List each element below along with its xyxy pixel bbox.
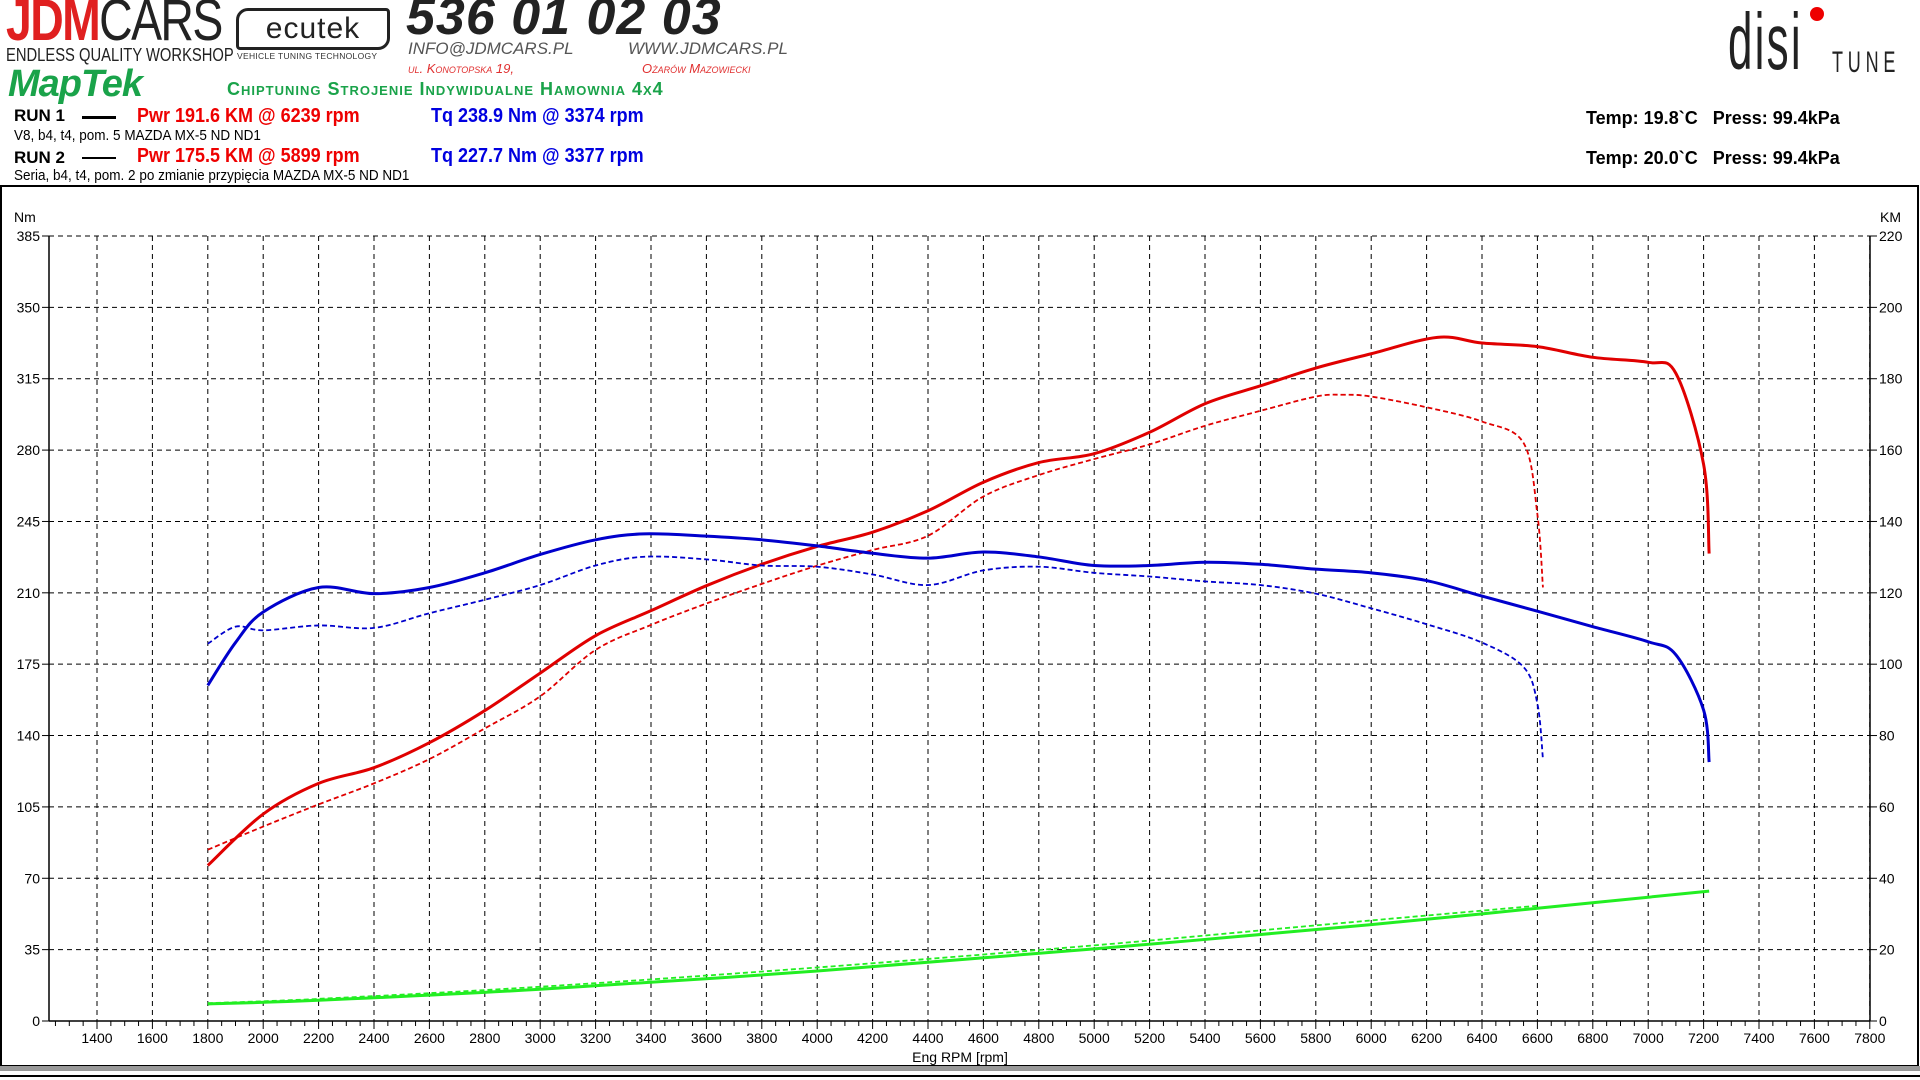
x-tick-label: 7400 [1743,1030,1774,1046]
x-tick-label: 5600 [1245,1030,1276,1046]
x-tick-label: 7800 [1854,1030,1885,1046]
run1-power-peak: Pwr 191.6 KM @ 6239 rpm [137,105,360,127]
y-left-tick-label: 385 [17,228,41,244]
x-tick-label: 3400 [635,1030,666,1046]
y-left-tick-label: 315 [17,371,41,387]
slogan: Chiptuning Strojenie Indywidualne Hamown… [227,79,664,99]
x-tick-label: 1400 [81,1030,112,1046]
email: INFO@JDMCARS.PL [408,39,574,58]
x-tick-label: 2600 [414,1030,445,1046]
y-left-tick-label: 210 [17,585,41,601]
run2-description: Seria, b4, t4, pom. 2 po zmianie przypię… [14,167,410,184]
run1-conditions: Temp: 19.8`C Press: 99.4kPa [1586,108,1840,128]
run2-conditions: Temp: 20.0`C Press: 99.4kPa [1586,148,1840,168]
maptek-logo: MapTek [8,63,143,105]
y-right-tick-label: 100 [1879,656,1903,672]
run2-legend-line [82,157,116,159]
y-right-tick-label: 20 [1879,942,1895,958]
x-tick-label: 2000 [248,1030,279,1046]
ecutek-logo: ecutek [236,8,390,50]
y-left-tick-label: 105 [17,799,41,815]
y-left-tick-label: 35 [24,942,40,958]
run2-power-peak: Pwr 175.5 KM @ 5899 rpm [137,145,360,167]
city: Ożarów Mazowiecki [642,61,751,76]
x-tick-label: 6600 [1522,1030,1553,1046]
y-right-tick-label: 40 [1879,870,1895,886]
run1-legend-line [82,116,116,119]
y-right-tick-label: 0 [1879,1013,1887,1029]
x-tick-label: 1800 [192,1030,223,1046]
run2-label: RUN 2 [14,148,66,167]
x-tick-label: 3800 [746,1030,777,1046]
y-right-tick-label: 80 [1879,728,1895,744]
y-left-axis-label: Nm [14,209,36,225]
x-tick-label: 2800 [469,1030,500,1046]
run2-power-curve [207,393,1544,851]
y-right-axis-label: KM [1880,209,1901,225]
x-axis-label: Eng RPM [rpm] [912,1049,1008,1065]
x-tick-label: 2200 [303,1030,334,1046]
jdmcars-tagline: ENDLESS QUALITY WORKSHOP [6,45,234,65]
x-tick-label: 6000 [1356,1030,1387,1046]
x-tick-label: 5400 [1189,1030,1220,1046]
y-left-tick-label: 175 [17,656,41,672]
y-left-tick-label: 70 [24,870,40,886]
y-left-tick-label: 0 [32,1013,40,1029]
x-tick-label: 5200 [1134,1030,1165,1046]
x-tick-label: 6800 [1577,1030,1608,1046]
x-tick-label: 4800 [1023,1030,1054,1046]
run2-loss-curve [207,904,1538,1005]
x-tick-label: 3600 [691,1030,722,1046]
x-tick-label: 4200 [857,1030,888,1046]
disitune-logo-tune: TUNE [1832,46,1901,79]
x-tick-label: 5000 [1079,1030,1110,1046]
run2-torque-curve [207,555,1544,760]
x-tick-label: 3200 [580,1030,611,1046]
run2-torque-peak: Tq 227.7 Nm @ 3377 rpm [431,145,644,167]
y-left-tick-label: 280 [17,442,41,458]
y-right-tick-label: 60 [1879,799,1895,815]
y-right-tick-label: 140 [1879,513,1903,529]
x-tick-label: 4600 [968,1030,999,1046]
run1-description: V8, b4, t4, pom. 5 MAZDA MX-5 ND ND1 [14,127,261,144]
y-right-tick-label: 180 [1879,371,1903,387]
y-left-tick-label: 350 [17,299,41,315]
x-tick-label: 7600 [1799,1030,1830,1046]
x-tick-label: 7000 [1633,1030,1664,1046]
disitune-logo-dot [1810,7,1824,21]
x-tick-label: 4400 [912,1030,943,1046]
website: WWW.JDMCARS.PL [628,39,788,58]
disitune-logo: disi [1728,0,1803,86]
address: ul. Konotopska 19, [408,61,514,76]
x-tick-label: 3000 [525,1030,556,1046]
x-tick-label: 6400 [1466,1030,1497,1046]
y-right-tick-label: 220 [1879,228,1903,244]
x-tick-label: 1600 [137,1030,168,1046]
y-right-tick-label: 120 [1879,585,1903,601]
run1-torque-peak: Tq 238.9 Nm @ 3374 rpm [431,105,644,127]
x-tick-label: 7200 [1688,1030,1719,1046]
y-left-tick-label: 140 [17,728,41,744]
x-tick-label: 2400 [358,1030,389,1046]
jdmcars-logo: JDMCARS [6,0,223,53]
run1-power-curve [206,335,1711,867]
frame-bottom-bar [0,1066,1920,1071]
phone-number: 536 01 02 03 [406,0,722,46]
ecutek-tagline: VEHICLE TUNING TECHNOLOGY [237,51,378,61]
run1-loss-curve [207,889,1710,1006]
chart-frame [0,185,1919,1067]
x-tick-label: 6200 [1411,1030,1442,1046]
run1-label: RUN 1 [14,106,66,125]
x-tick-label: 5800 [1300,1030,1331,1046]
run1-torque-curve [206,532,1711,763]
y-left-tick-label: 245 [17,513,41,529]
y-right-tick-label: 200 [1879,299,1903,315]
y-right-tick-label: 160 [1879,442,1903,458]
x-tick-label: 4000 [802,1030,833,1046]
